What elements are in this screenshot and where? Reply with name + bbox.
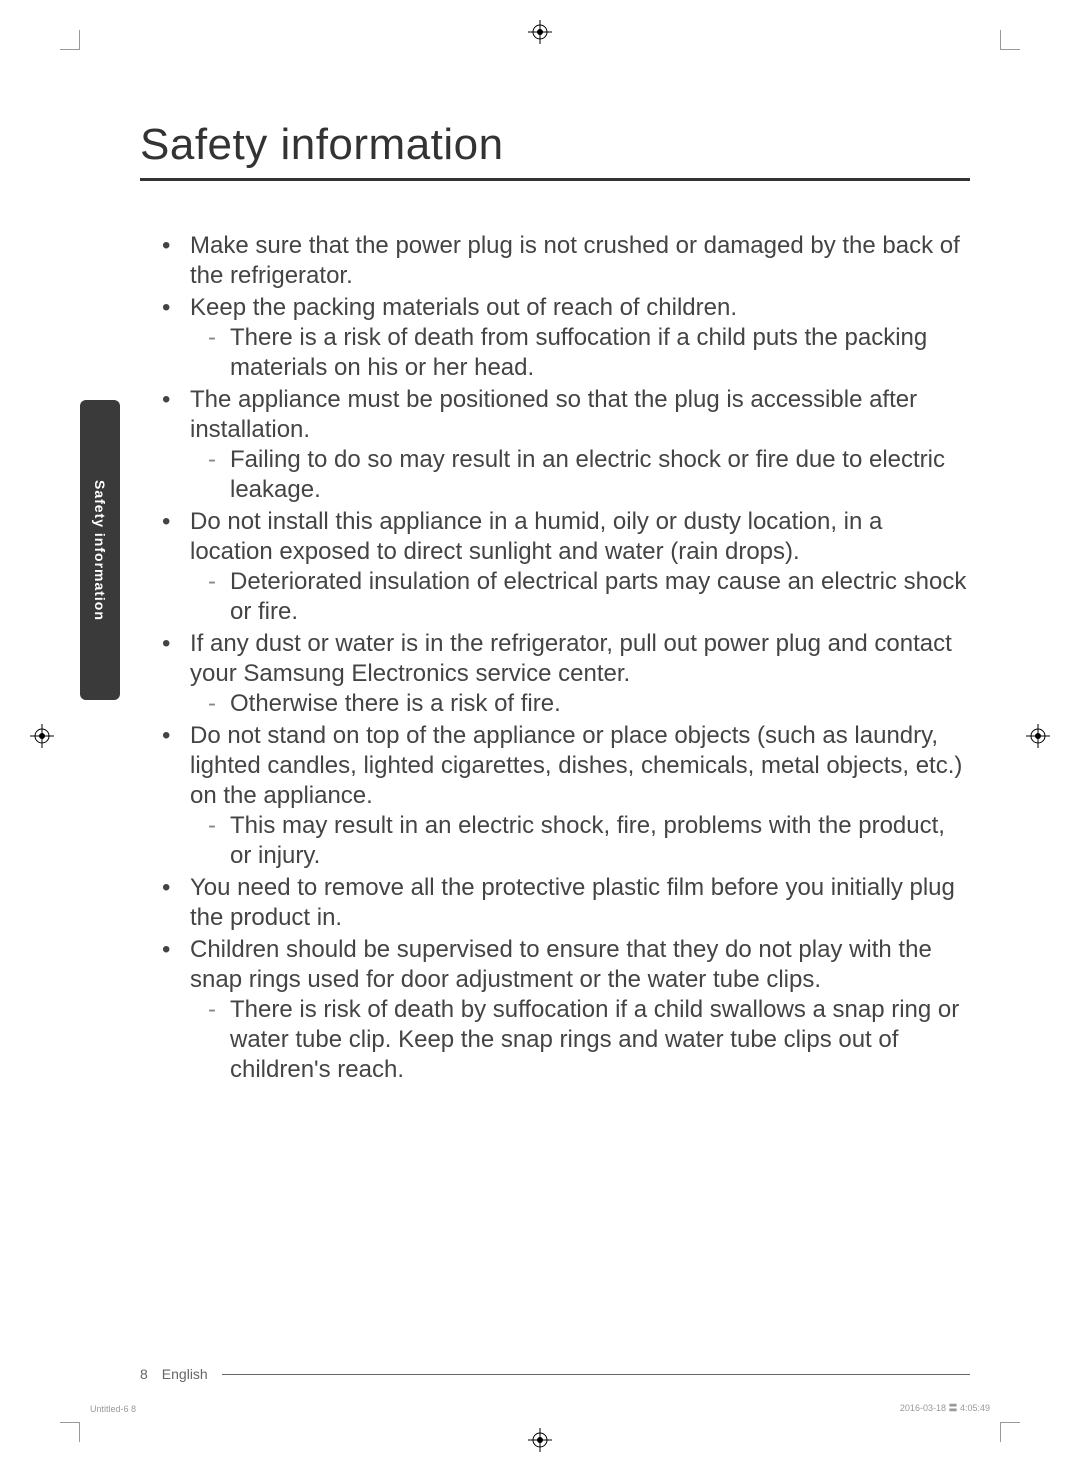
sub-bullet-item: Otherwise there is a risk of fire. — [230, 689, 970, 719]
page-number: 8 — [140, 1366, 148, 1382]
sub-bullet-item: There is a risk of death from suffocatio… — [230, 323, 970, 383]
sub-bullet-item: Deteriorated insulation of electrical pa… — [230, 567, 970, 627]
bullet-text: The appliance must be positioned so that… — [190, 386, 917, 443]
bullet-item: Do not install this appliance in a humid… — [190, 507, 970, 627]
page-title: Safety information — [140, 120, 970, 181]
registration-mark-icon — [1026, 724, 1050, 748]
page-footer: 8 English — [140, 1366, 970, 1382]
sidebar-tab-label: Safety information — [92, 480, 108, 621]
bullet-item: Children should be supervised to ensure … — [190, 935, 970, 1085]
bullet-text: Make sure that the power plug is not cru… — [190, 232, 960, 289]
bullet-text: You need to remove all the protective pl… — [190, 874, 955, 931]
bullet-text: Do not install this appliance in a humid… — [190, 508, 882, 565]
crop-mark — [1000, 30, 1020, 50]
print-meta-left: Untitled-6 8 — [90, 1404, 136, 1414]
crop-mark — [1000, 1422, 1020, 1442]
bullet-item: The appliance must be positioned so that… — [190, 385, 970, 505]
sub-bullet-item: There is risk of death by suffocation if… — [230, 995, 970, 1085]
crop-mark — [60, 1422, 80, 1442]
sub-bullet-item: This may result in an electric shock, fi… — [230, 811, 970, 871]
registration-mark-icon — [528, 20, 552, 44]
bullet-text: Keep the packing materials out of reach … — [190, 294, 737, 321]
registration-mark-icon — [528, 1428, 552, 1452]
bullet-item: If any dust or water is in the refrigera… — [190, 629, 970, 719]
footer-rule — [222, 1374, 970, 1375]
registration-mark-icon — [30, 724, 54, 748]
body-content: Make sure that the power plug is not cru… — [140, 231, 970, 1085]
print-meta-right: 2016-03-18 〓 4:05:49 — [900, 1401, 990, 1414]
footer-language: English — [162, 1366, 208, 1382]
crop-mark — [60, 30, 80, 50]
bullet-text: If any dust or water is in the refrigera… — [190, 630, 952, 687]
bullet-text: Children should be supervised to ensure … — [190, 936, 932, 993]
bullet-item: Make sure that the power plug is not cru… — [190, 231, 970, 291]
sidebar-section-tab: Safety information — [80, 400, 120, 700]
sub-bullet-item: Failing to do so may result in an electr… — [230, 445, 970, 505]
bullet-item: Keep the packing materials out of reach … — [190, 293, 970, 383]
bullet-item: Do not stand on top of the appliance or … — [190, 721, 970, 871]
bullet-item: You need to remove all the protective pl… — [190, 873, 970, 933]
bullet-text: Do not stand on top of the appliance or … — [190, 722, 962, 809]
